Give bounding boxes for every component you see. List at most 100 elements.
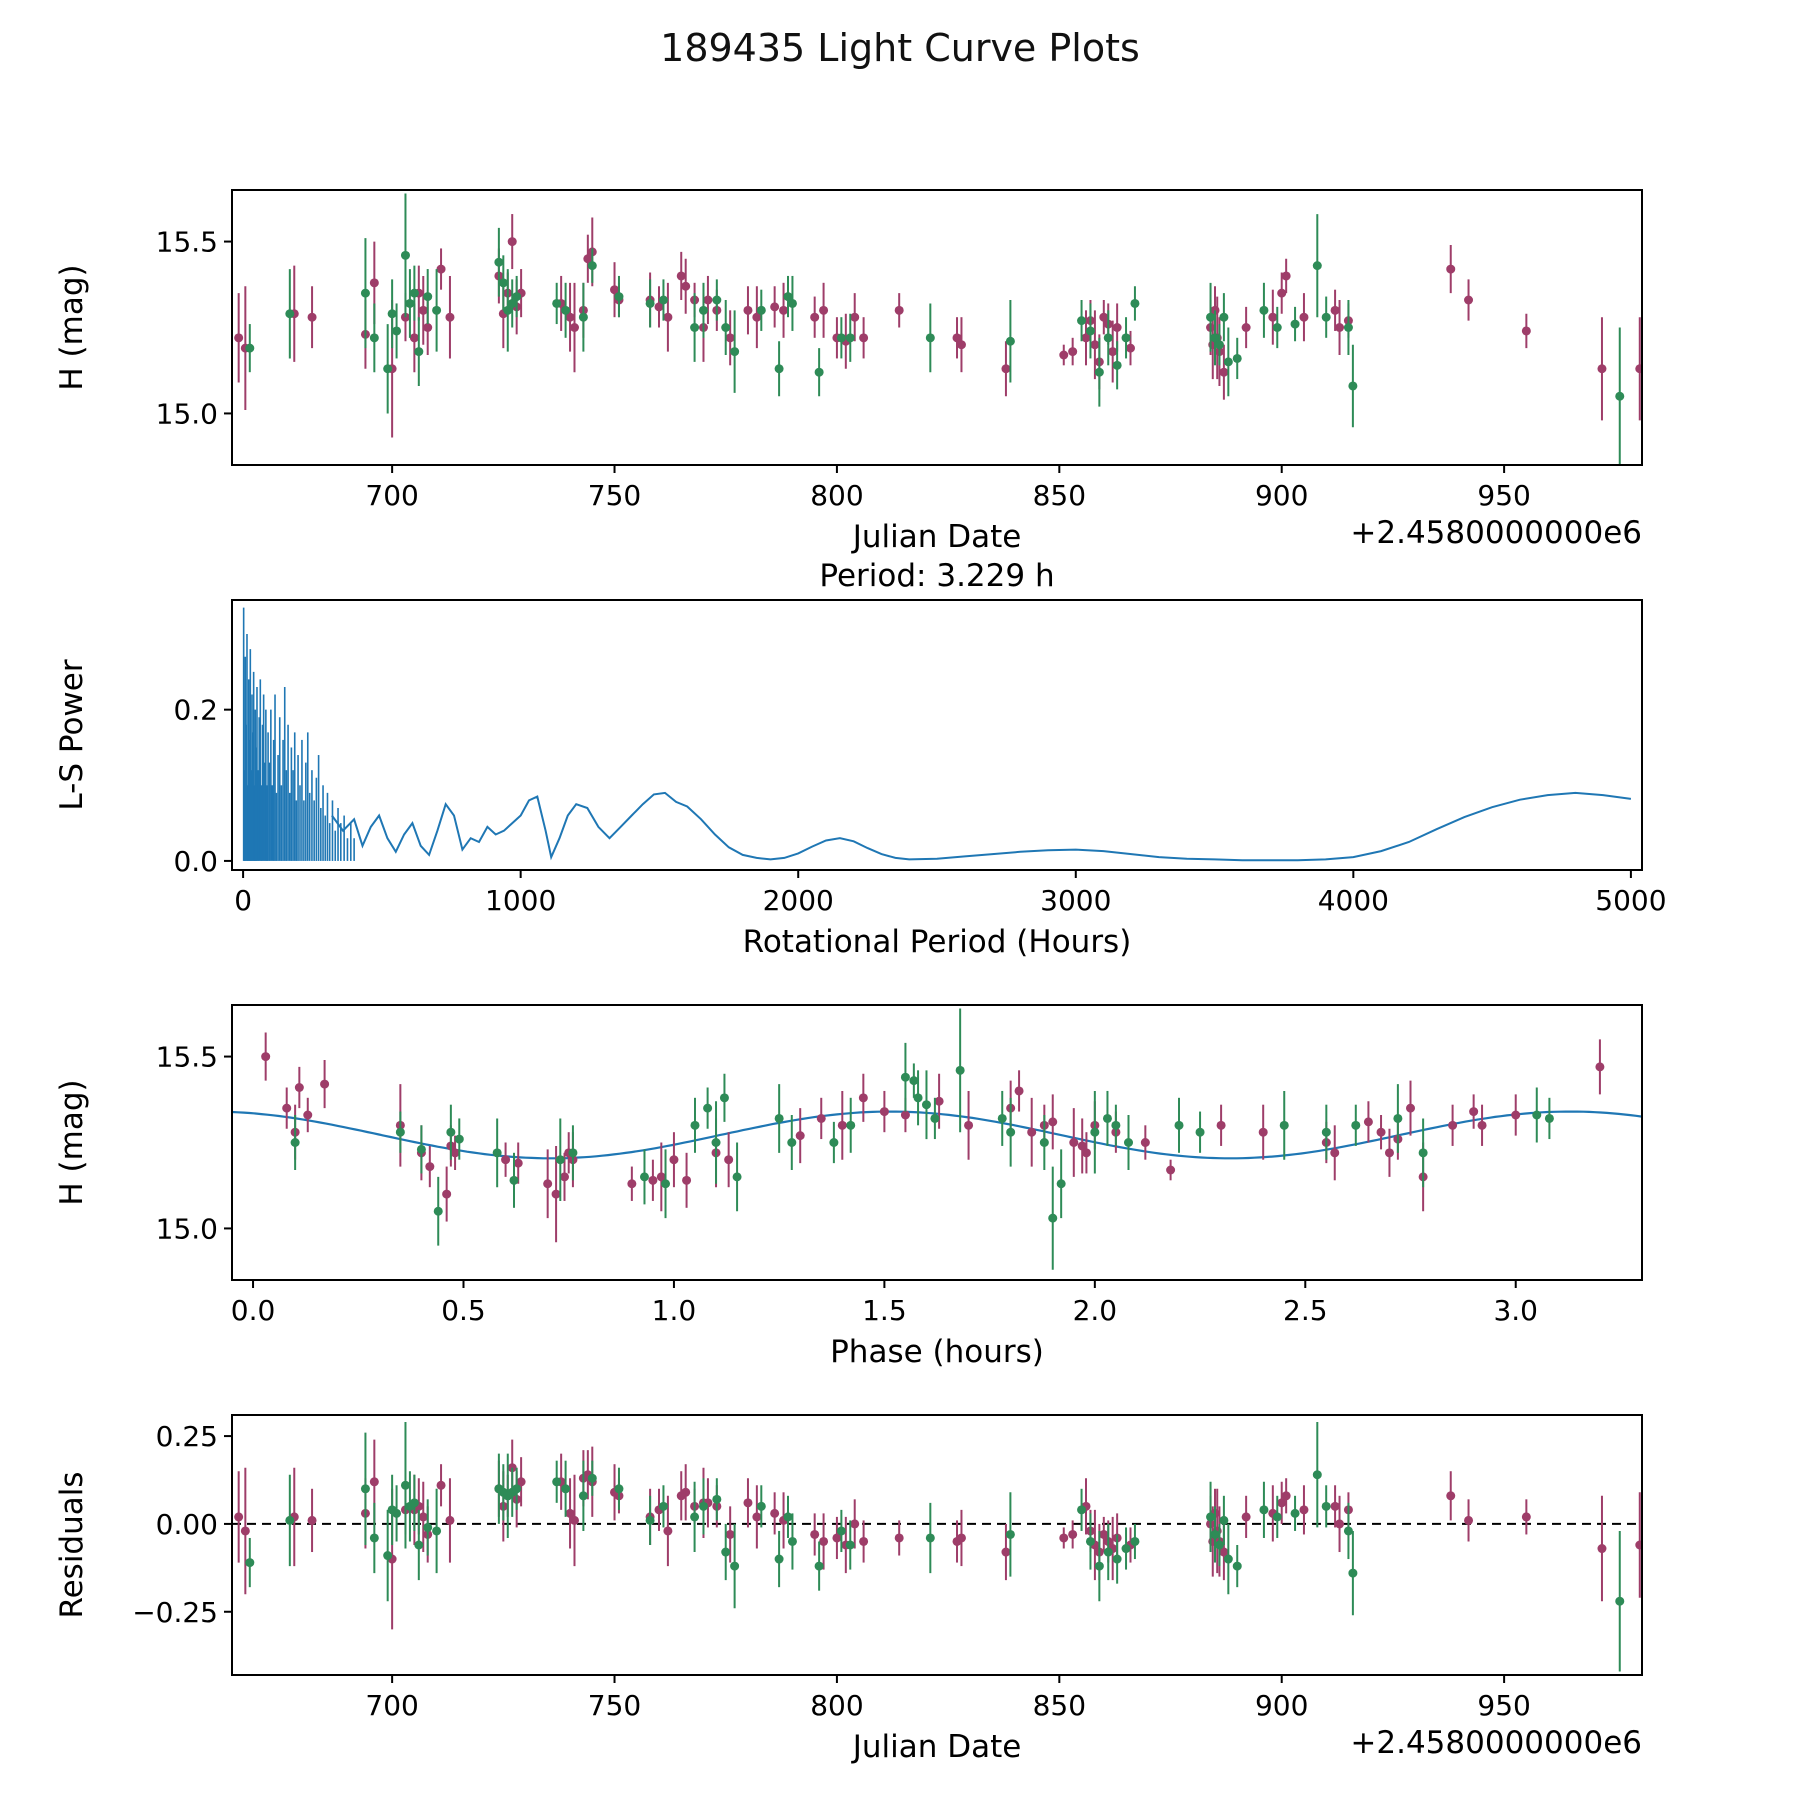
data-point — [1102, 1113, 1112, 1123]
data-point — [561, 1484, 571, 1494]
axes-frame — [231, 599, 1643, 871]
data-point — [565, 312, 575, 322]
x-tick-label: 800 — [810, 479, 863, 512]
x-tick-label: 950 — [1477, 479, 1530, 512]
data-point — [416, 1144, 426, 1154]
data-point — [507, 237, 517, 247]
data-point — [1099, 312, 1109, 322]
data-point — [1446, 264, 1456, 274]
data-point — [1384, 1148, 1394, 1158]
data-point — [1299, 312, 1309, 322]
data-point — [1343, 1526, 1353, 1536]
data-point — [320, 1079, 330, 1089]
data-point — [698, 305, 708, 315]
axes-frame — [231, 1414, 1643, 1676]
data-point — [1112, 323, 1122, 332]
data-point — [1056, 1179, 1066, 1189]
data-point — [245, 343, 255, 353]
data-point — [711, 1138, 721, 1147]
data-point — [1477, 1120, 1487, 1130]
data-point — [730, 347, 740, 357]
data-point — [850, 312, 860, 322]
y-tick-label: 0.00 — [156, 1508, 218, 1541]
data-point — [578, 312, 588, 322]
x-tick-label: 2.0 — [1073, 1294, 1118, 1327]
x-tick-label: 5000 — [1595, 884, 1666, 917]
data-point — [1077, 1505, 1087, 1515]
y-tick-label: 0.2 — [173, 694, 218, 727]
data-point — [787, 1138, 797, 1147]
data-point — [952, 333, 962, 343]
data-point — [836, 333, 846, 343]
data-point — [1290, 1508, 1300, 1518]
data-point — [1330, 305, 1340, 315]
observations-green-residuals — [245, 1422, 1625, 1672]
data-point — [512, 1484, 522, 1494]
data-point — [1094, 1561, 1104, 1571]
data-point — [845, 333, 855, 343]
data-point — [1085, 326, 1095, 336]
data-point — [645, 1515, 655, 1525]
data-point — [409, 1498, 419, 1508]
data-point — [1299, 1505, 1309, 1515]
data-point — [1376, 1127, 1386, 1137]
phased-green — [290, 1008, 1554, 1270]
data-point — [1099, 1529, 1109, 1539]
x-tick-label: 0.5 — [441, 1294, 486, 1327]
data-point — [245, 1558, 255, 1568]
data-point — [290, 1138, 300, 1147]
chart-residuals: 700 750 800 850 900 950 −0.25 0.00 0.25 Julian Da… — [54, 1414, 1643, 1765]
data-point — [1130, 1536, 1140, 1546]
data-point — [658, 1501, 668, 1511]
data-point — [1125, 343, 1135, 353]
y-axis-label: H (mag) — [54, 1079, 90, 1205]
data-point — [743, 305, 753, 315]
data-point — [240, 1526, 250, 1536]
data-point — [1216, 1120, 1226, 1130]
data-point — [552, 298, 562, 308]
data-point — [658, 295, 668, 305]
data-point — [1077, 316, 1087, 326]
data-point — [663, 312, 673, 322]
data-point — [512, 292, 522, 302]
data-point — [1014, 1086, 1024, 1096]
data-point — [1464, 1515, 1474, 1525]
observations-maroon — [234, 214, 1642, 438]
data-point — [690, 323, 700, 332]
data-point — [1335, 1519, 1345, 1529]
data-point — [1277, 288, 1287, 298]
data-point — [1140, 1138, 1150, 1147]
data-point — [639, 1172, 649, 1182]
data-point — [859, 1536, 869, 1546]
data-point — [551, 1189, 561, 1199]
data-point — [1597, 1544, 1607, 1554]
data-point — [400, 1480, 410, 1490]
data-point — [501, 1155, 511, 1165]
data-point — [1595, 1062, 1605, 1072]
period-annotation: Period: 3.229 h — [819, 558, 1054, 594]
figure-title: 189435 Light Curve Plots — [660, 26, 1140, 70]
data-point — [1130, 298, 1140, 308]
data-point — [1219, 312, 1229, 322]
data-point — [725, 333, 735, 343]
observations-green — [245, 193, 1625, 465]
data-point — [1277, 1498, 1287, 1508]
data-point — [774, 1554, 784, 1564]
data-point — [1069, 1138, 1079, 1147]
data-point — [1232, 1561, 1242, 1571]
data-point — [725, 1529, 735, 1539]
data-point — [285, 309, 295, 319]
data-point — [832, 1533, 842, 1543]
data-point — [930, 1113, 940, 1123]
data-point — [561, 305, 571, 315]
data-point — [1511, 1110, 1521, 1120]
y-tick-label: −0.25 — [132, 1596, 218, 1629]
data-point — [307, 1515, 317, 1525]
data-point — [1321, 312, 1331, 322]
data-point — [1206, 1512, 1216, 1522]
data-point — [1448, 1120, 1458, 1130]
x-tick-label: 700 — [365, 1689, 418, 1722]
x-axis-label: Rotational Period (Hours) — [743, 924, 1132, 960]
x-axis-label: Julian Date — [851, 1729, 1022, 1765]
